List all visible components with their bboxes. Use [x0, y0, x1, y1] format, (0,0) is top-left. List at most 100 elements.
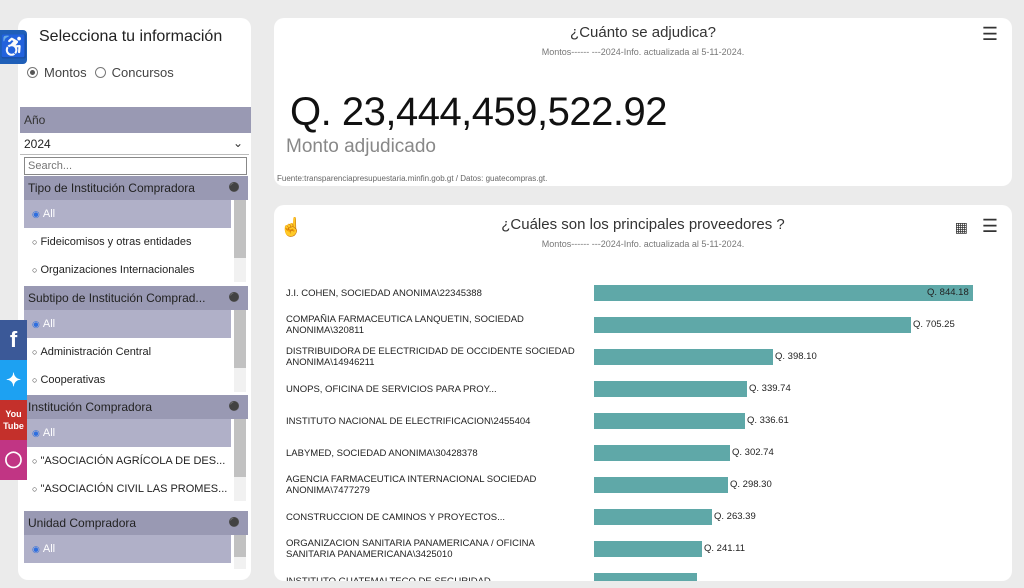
bar-category-label: INSTITUTO GUATEMALTECO DE SEGURIDAD... [286, 576, 576, 581]
radio-icon: ◉ [32, 428, 40, 438]
bar[interactable] [594, 541, 702, 557]
option-item[interactable]: ◉ All [24, 419, 231, 447]
option-item[interactable]: ○ Fideicomisos y otras entidades [32, 236, 192, 248]
bar-category-label: J.I. COHEN, SOCIEDAD ANONIMA\22345388 [286, 288, 482, 299]
facebook-icon[interactable]: f [0, 320, 27, 360]
radio-icon: ◉ [32, 544, 40, 554]
radio-icon: ○ [32, 375, 38, 385]
bar-category-label: ORGANIZACION SANITARIA PANAMERICANA / OF… [286, 538, 535, 560]
year-value: 2024 [24, 137, 51, 151]
scrollbar-thumb[interactable] [234, 419, 246, 477]
section-title: Subtipo de Institución Comprad... [28, 291, 206, 305]
option-item[interactable]: ◉ All [24, 310, 231, 338]
option-item[interactable]: ◉ All [24, 200, 231, 228]
total-amount: Q. 23,444,459,522.92 [290, 90, 668, 134]
suppliers-card: ☝ ¿Cuáles son los principales proveedore… [274, 205, 1012, 581]
summary-card: ¿Cuánto se adjudica? Montos------ ---202… [274, 18, 1012, 186]
section-header[interactable]: Unidad Compradora ⚫ [24, 511, 248, 535]
filter-sidebar: Selecciona tu información Montos Concurs… [18, 18, 251, 580]
year-header: Año [20, 107, 251, 133]
option-list: ◉ All ○ "ASOCIACIÓN AGRÍCOLA DE DES... ○ "A… [24, 419, 248, 501]
section-header[interactable]: Subtipo de Institución Comprad... ⚫ [24, 286, 248, 310]
section-header[interactable]: Tipo de Institución Compradora ⚫ [24, 176, 248, 200]
radio-concursos[interactable] [94, 67, 106, 78]
bar[interactable] [594, 349, 773, 365]
radio-icon: ◉ [32, 209, 40, 219]
summary-title: ¿Cuánto se adjudica? [570, 24, 716, 41]
bar-value-label: Q. 705.25 [913, 319, 955, 330]
collapse-icon[interactable]: ⚫ [228, 182, 240, 192]
option-list: ◉ All [24, 535, 248, 569]
section-unidad-compradora: Unidad Compradora ⚫ ◉ All [24, 511, 248, 569]
bar[interactable] [594, 317, 911, 333]
radio-montos-label[interactable]: Montos [44, 65, 87, 80]
instagram-icon[interactable]: ◯ [0, 440, 27, 480]
bar-category-label: DISTRIBUIDORA DE ELECTRICIDAD DE OCCIDEN… [286, 346, 575, 368]
hamburger-menu-icon[interactable]: ☰ [981, 24, 998, 44]
option-list: ◉ All ○ Administración Central ○ Cooperativ… [24, 310, 248, 392]
bar-category-label: AGENCIA FARMACEUTICA INTERNACIONAL SOCIE… [286, 474, 537, 496]
scrollbar-thumb[interactable] [234, 535, 246, 557]
radio-icon: ○ [32, 237, 38, 247]
bar[interactable] [594, 445, 730, 461]
radio-icon: ○ [32, 347, 38, 357]
bar-category-label: CONSTRUCCION DE CAMINOS Y PROYECTOS... [286, 512, 506, 523]
bar[interactable] [594, 381, 747, 397]
collapse-icon[interactable]: ⚫ [228, 401, 240, 411]
bar[interactable] [594, 413, 745, 429]
pointer-hand-icon: ☝ [280, 217, 303, 237]
section-title: Unidad Compradora [28, 516, 137, 530]
bar-value-label: Q. 336.61 [747, 415, 789, 426]
option-item[interactable]: ◉ All [24, 535, 231, 563]
option-item[interactable]: ○ Administración Central [32, 346, 152, 358]
suppliers-title: ¿Cuáles son los principales proveedores … [501, 216, 785, 233]
bar-value-label: Q. 298.30 [730, 479, 772, 490]
radio-icon: ○ [32, 265, 38, 275]
section-title: Tipo de Institución Compradora [28, 181, 195, 195]
radio-icon: ○ [32, 484, 38, 494]
suppliers-subtitle: Montos------ ---2024-Info. actualizada a… [541, 239, 745, 249]
bar-value-label: Q. 398.10 [775, 351, 817, 362]
section-header[interactable]: Institución Compradora ⚫ [24, 395, 248, 419]
section-title: Institución Compradora [28, 400, 153, 414]
collapse-icon[interactable]: ⚫ [228, 292, 240, 302]
year-select[interactable]: 2024 ⌄ [20, 135, 249, 155]
option-item[interactable]: ○ "ASOCIACIÓN CIVIL LAS PROMES... [32, 483, 228, 495]
chevron-down-icon: ⌄ [232, 136, 243, 150]
twitter-icon[interactable]: ✦ [0, 360, 27, 400]
scrollbar-thumb[interactable] [234, 200, 246, 258]
radio-icon: ◉ [32, 319, 40, 329]
bar[interactable] [594, 285, 973, 301]
option-list: ◉ All ○ Fideicomisos y otras entidades ○ Or… [24, 200, 248, 282]
scrollbar[interactable] [234, 310, 246, 392]
search-input[interactable] [24, 157, 247, 175]
bar-category-label: UNOPS, OFICINA DE SERVICIOS PARA PROY... [286, 384, 497, 395]
scrollbar[interactable] [234, 535, 246, 569]
collapse-icon[interactable]: ⚫ [228, 517, 240, 527]
radio-montos[interactable] [27, 67, 38, 78]
hamburger-menu-icon[interactable]: ☰ [981, 216, 998, 236]
scrollbar-thumb[interactable] [234, 310, 246, 368]
metric-radio-group: Montos Concursos [27, 65, 182, 80]
scrollbar[interactable] [234, 200, 246, 282]
accessibility-icon[interactable]: ♿ [0, 30, 27, 64]
option-item[interactable]: ○ "ASOCIACIÓN AGRÍCOLA DE DES... [32, 455, 226, 467]
option-item[interactable]: ○ Organizaciones Internacionales [32, 264, 195, 276]
bar[interactable] [594, 509, 712, 525]
radio-concursos-label[interactable]: Concursos [111, 65, 174, 80]
youtube-icon[interactable]: You Tube [0, 400, 27, 440]
table-icon[interactable]: ▦ [954, 219, 968, 235]
source-note: Fuente:transparenciapresupuestaria.minfi… [277, 174, 548, 183]
bar[interactable] [594, 573, 697, 581]
bar-value-label: Q. 241.11 [704, 543, 746, 554]
section-tipo-institucion: Tipo de Institución Compradora ⚫ ◉ All ○ F… [24, 176, 248, 282]
bar-category-label: INSTITUTO NACIONAL DE ELECTRIFICACION\24… [286, 416, 531, 427]
bar-value-label: Q. 302.74 [732, 447, 774, 458]
bar-category-label: LABYMED, SOCIEDAD ANONIMA\30428378 [286, 448, 478, 459]
summary-subtitle: Montos------ ---2024-Info. actualizada a… [541, 47, 745, 57]
bar[interactable] [594, 477, 728, 493]
option-item[interactable]: ○ Cooperativas [32, 374, 106, 386]
bar-category-label: COMPAÑIA FARMACEUTICA LANQUETIN, SOCIEDA… [286, 314, 524, 336]
scrollbar[interactable] [234, 419, 246, 501]
bar-value-label: Q. 263.39 [714, 511, 756, 522]
